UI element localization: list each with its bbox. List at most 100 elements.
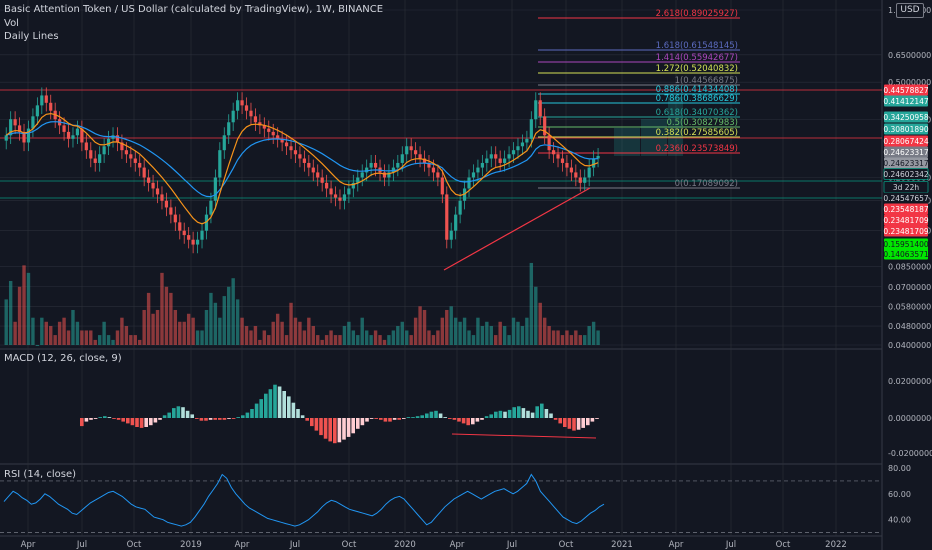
macd-histogram-bar <box>553 418 558 420</box>
fib-level-label: 1(0.44566875) <box>675 76 738 86</box>
fib-level-label: 0.5(0.30827983) <box>666 118 738 128</box>
price-tick-label: 0.0700000 <box>888 283 931 292</box>
volume-bar <box>440 317 445 345</box>
candle-body <box>173 214 177 223</box>
macd-histogram-bar <box>333 418 337 444</box>
fib-level-label: 1.414(0.55942677) <box>656 53 738 63</box>
macd-histogram-bar <box>84 418 89 422</box>
rsi-line <box>3 473 605 527</box>
macd-histogram-bar <box>521 408 526 418</box>
candle-body <box>329 188 333 195</box>
price-tick-label: 0.0850000 <box>888 263 931 272</box>
macd-tick-label: 0.00000000 <box>888 414 932 423</box>
macd-histogram-bar <box>305 418 309 421</box>
volume-bar <box>351 330 356 345</box>
candle-body <box>342 194 347 201</box>
macd-histogram-bar <box>586 418 590 426</box>
fib-level-label: 0.618(0.34070362) <box>656 108 738 118</box>
currency-badge[interactable]: USD <box>896 3 924 18</box>
volume-bar <box>356 335 360 345</box>
volume-bar <box>106 335 111 345</box>
candle-body <box>231 110 235 123</box>
candle-body <box>120 142 124 151</box>
candle-body <box>476 167 480 173</box>
projection-box <box>614 128 640 156</box>
macd-histogram-bar <box>438 413 443 418</box>
candle-body <box>551 150 556 155</box>
volume-bar <box>57 321 62 345</box>
candle-body <box>369 162 373 168</box>
candle-body <box>373 162 378 168</box>
candle-body <box>289 146 293 151</box>
price-tag-label: 0.24623317 <box>883 148 929 157</box>
macd-histogram-bar <box>466 418 470 426</box>
volume-bar <box>4 299 8 345</box>
macd-histogram-bar <box>328 418 332 442</box>
candle-body <box>467 177 471 189</box>
candle-body <box>71 135 75 139</box>
volume-bar <box>89 330 93 345</box>
price-tag-label: 0.23481709 <box>883 216 929 225</box>
candle-body <box>133 158 137 163</box>
candle-body <box>4 135 8 141</box>
price-tag-label: 0.14063571 <box>883 250 929 259</box>
candle-body <box>494 154 498 159</box>
volume-bar <box>133 335 137 345</box>
candle-body <box>569 167 573 173</box>
candle-body <box>596 155 600 159</box>
macd-histogram-bar <box>595 418 599 419</box>
volume-bar <box>489 326 493 345</box>
macd-histogram-bar <box>126 418 130 424</box>
price-tag-label: 0.23548187 <box>883 205 929 214</box>
candle-body <box>147 177 151 183</box>
volume-bar <box>485 321 489 345</box>
candle-body <box>160 194 164 201</box>
volume-bar <box>333 335 338 345</box>
volume-label: Vol <box>4 18 19 29</box>
volume-bar <box>316 335 320 345</box>
volume-bar <box>542 317 547 345</box>
volume-bar <box>289 302 293 345</box>
volume-bar <box>320 339 324 345</box>
candle-body <box>44 95 48 103</box>
price-tag-label: 0.30801890 <box>883 125 929 134</box>
candle-body <box>556 154 560 159</box>
macd-histogram-bar <box>563 418 567 427</box>
candle-body <box>222 135 226 151</box>
macd-histogram-bar <box>392 418 397 420</box>
candle-body <box>507 154 511 159</box>
volume-bar <box>271 321 275 345</box>
candle-body <box>338 197 342 201</box>
macd-histogram-bar <box>365 418 369 422</box>
macd-histogram-bar <box>337 418 342 443</box>
volume-bar <box>480 326 485 345</box>
price-tag <box>884 157 928 169</box>
candle-body <box>534 100 538 120</box>
volume-bar <box>516 321 520 345</box>
volume-bar <box>218 317 222 345</box>
macd-histogram-bar <box>507 409 512 418</box>
x-tick-label: 2021 <box>611 540 633 550</box>
volume-bar <box>324 335 329 345</box>
volume-bar <box>507 335 511 345</box>
macd-histogram-bar <box>356 418 360 429</box>
candle-body <box>276 135 280 139</box>
candle-body <box>253 116 258 123</box>
volume-bar <box>373 330 378 345</box>
volume-bar <box>422 309 427 345</box>
macd-histogram-bar <box>172 408 176 418</box>
candle-body <box>436 172 440 178</box>
candle-body <box>258 122 262 126</box>
candle-body <box>244 105 249 111</box>
macd-histogram-bar <box>323 418 328 439</box>
macd-histogram-bar <box>264 393 268 418</box>
grid-lines <box>0 0 883 550</box>
candle-body <box>66 131 71 139</box>
volume-bar <box>391 330 396 345</box>
volume-bar <box>186 313 191 345</box>
candle-body <box>458 200 462 215</box>
candle-body <box>293 150 298 155</box>
volume-bar <box>235 299 240 345</box>
volume-bar <box>75 321 80 345</box>
candle-body <box>151 182 155 189</box>
